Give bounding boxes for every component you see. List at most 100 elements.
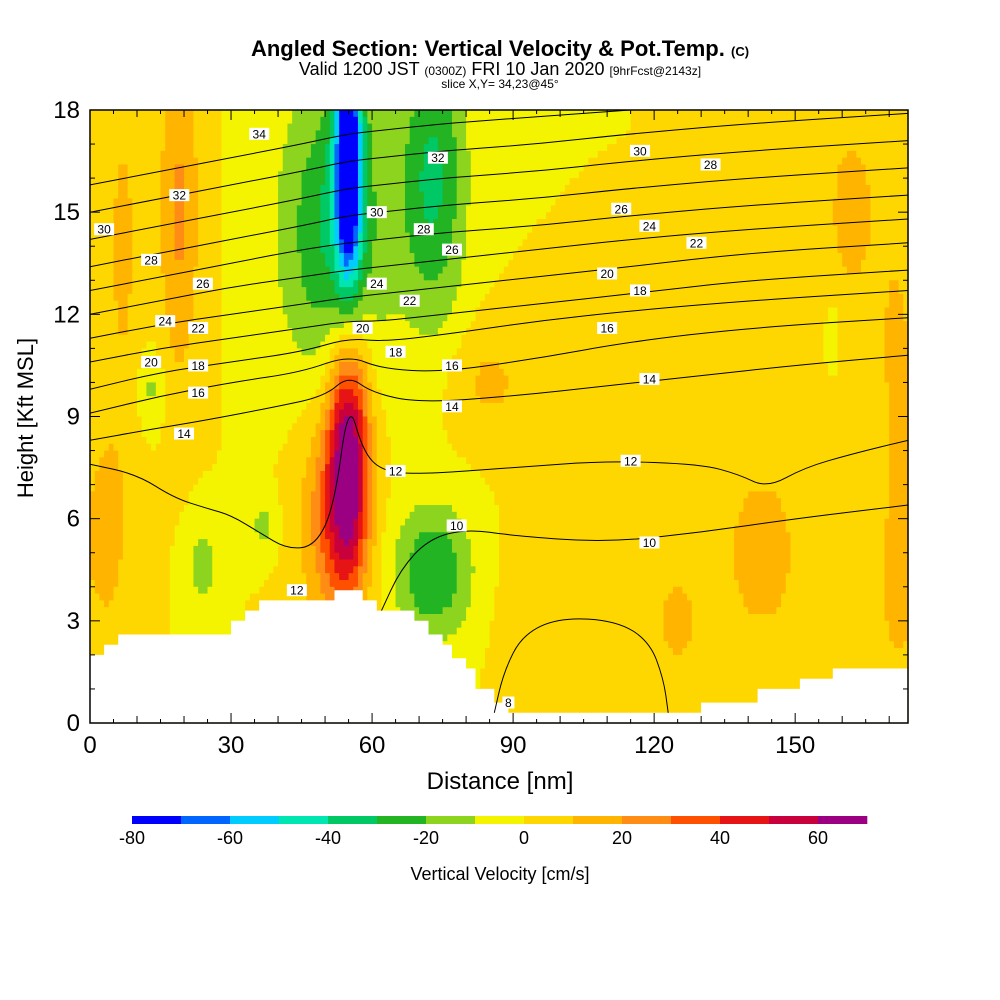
- velocity-cell: [597, 225, 604, 234]
- velocity-cell: [400, 171, 406, 179]
- velocity-cell: [249, 171, 256, 179]
- velocity-cell: [785, 205, 792, 213]
- velocity-cell: [137, 123, 143, 132]
- velocity-cell: [536, 253, 542, 261]
- velocity-cell: [212, 123, 218, 132]
- velocity-cell: [249, 110, 256, 118]
- velocity-cell: [188, 171, 195, 179]
- velocity-cell: [790, 266, 796, 275]
- velocity-cell: [372, 232, 378, 241]
- velocity-cell: [221, 116, 227, 125]
- velocity-cell: [813, 266, 820, 275]
- velocity-cell: [325, 171, 331, 179]
- velocity-cell: [734, 137, 740, 145]
- velocity-cell: [734, 191, 740, 200]
- velocity-cell: [94, 198, 100, 206]
- velocity-cell: [701, 212, 707, 220]
- velocity-cell: [781, 259, 787, 268]
- velocity-cell: [315, 218, 321, 227]
- velocity-cell: [231, 212, 237, 220]
- velocity-cell: [574, 280, 580, 288]
- velocity-cell: [386, 144, 392, 152]
- velocity-cell: [569, 212, 575, 220]
- velocity-cell: [367, 232, 373, 241]
- velocity-cell: [593, 198, 599, 206]
- velocity-cell: [282, 130, 289, 138]
- velocity-cell: [306, 266, 312, 275]
- velocity-cell: [555, 232, 561, 241]
- velocity-cell: [451, 259, 458, 268]
- velocity-cell: [771, 205, 777, 213]
- velocity-cell: [151, 110, 157, 118]
- velocity-cell: [550, 218, 557, 227]
- velocity-cell: [696, 137, 702, 145]
- velocity-cell: [315, 130, 321, 138]
- velocity-cell: [672, 239, 679, 247]
- velocity-cell: [442, 253, 448, 261]
- velocity-cell: [560, 116, 566, 125]
- velocity-cell: [339, 259, 345, 268]
- velocity-cell: [372, 157, 378, 166]
- velocity-cell: [376, 225, 383, 234]
- velocity-cell: [499, 116, 505, 125]
- velocity-cell: [235, 253, 242, 261]
- velocity-cell: [466, 300, 472, 309]
- velocity-cell: [99, 137, 105, 145]
- velocity-cell: [390, 178, 397, 186]
- velocity-cell: [146, 150, 152, 159]
- velocity-cell: [207, 293, 213, 302]
- velocity-cell: [616, 150, 622, 159]
- velocity-cell: [132, 266, 138, 275]
- velocity-cell: [132, 184, 138, 193]
- velocity-cell: [541, 116, 547, 125]
- velocity-cell: [484, 239, 491, 247]
- velocity-cell: [278, 232, 284, 241]
- velocity-cell: [776, 239, 782, 247]
- velocity-cell: [357, 205, 364, 213]
- velocity-cell: [536, 184, 542, 193]
- velocity-cell: [461, 157, 467, 166]
- velocity-cell: [226, 212, 232, 220]
- velocity-cell: [451, 293, 458, 302]
- velocity-cell: [691, 253, 698, 261]
- velocity-cell: [531, 137, 538, 145]
- velocity-cell: [306, 293, 312, 302]
- velocity-cell: [202, 300, 209, 309]
- velocity-cell: [903, 253, 909, 261]
- velocity-cell: [682, 144, 688, 152]
- velocity-cell: [343, 191, 350, 200]
- velocity-cell: [400, 246, 406, 254]
- velocity-cell: [428, 171, 434, 179]
- velocity-cell: [734, 171, 740, 179]
- velocity-cell: [574, 232, 580, 241]
- velocity-cell: [842, 130, 848, 138]
- velocity-cell: [687, 218, 693, 227]
- velocity-cell: [748, 253, 754, 261]
- velocity-cell: [785, 130, 792, 138]
- velocity-cell: [790, 110, 796, 118]
- velocity-cell: [451, 137, 458, 145]
- velocity-cell: [691, 246, 698, 254]
- velocity-cell: [719, 123, 726, 132]
- velocity-cell: [174, 150, 180, 159]
- velocity-cell: [503, 300, 509, 309]
- velocity-cell: [108, 191, 115, 200]
- velocity-cell: [654, 266, 660, 275]
- velocity-cell: [809, 232, 815, 241]
- velocity-cell: [343, 259, 350, 268]
- velocity-cell: [658, 137, 665, 145]
- velocity-cell: [310, 239, 317, 247]
- velocity-cell: [672, 232, 679, 241]
- velocity-cell: [160, 157, 166, 166]
- velocity-cell: [437, 130, 444, 138]
- velocity-cell: [677, 157, 683, 166]
- velocity-cell: [809, 198, 815, 206]
- velocity-cell: [310, 130, 317, 138]
- velocity-cell: [672, 293, 679, 302]
- velocity-cell: [419, 178, 425, 186]
- velocity-cell: [348, 232, 354, 241]
- velocity-cell: [357, 171, 364, 179]
- velocity-cell: [625, 116, 632, 125]
- velocity-cell: [386, 157, 392, 166]
- velocity-cell: [231, 280, 237, 288]
